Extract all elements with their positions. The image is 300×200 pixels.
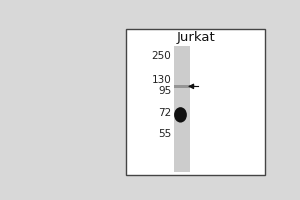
Bar — [173, 85, 190, 88]
Ellipse shape — [174, 107, 187, 123]
Bar — [173, 46, 190, 172]
Text: 55: 55 — [158, 129, 171, 139]
Text: Jurkat: Jurkat — [176, 31, 215, 44]
Text: 95: 95 — [158, 86, 171, 96]
Text: 250: 250 — [152, 51, 171, 61]
Text: 72: 72 — [158, 108, 171, 118]
Text: 130: 130 — [152, 75, 171, 85]
FancyBboxPatch shape — [126, 29, 266, 175]
